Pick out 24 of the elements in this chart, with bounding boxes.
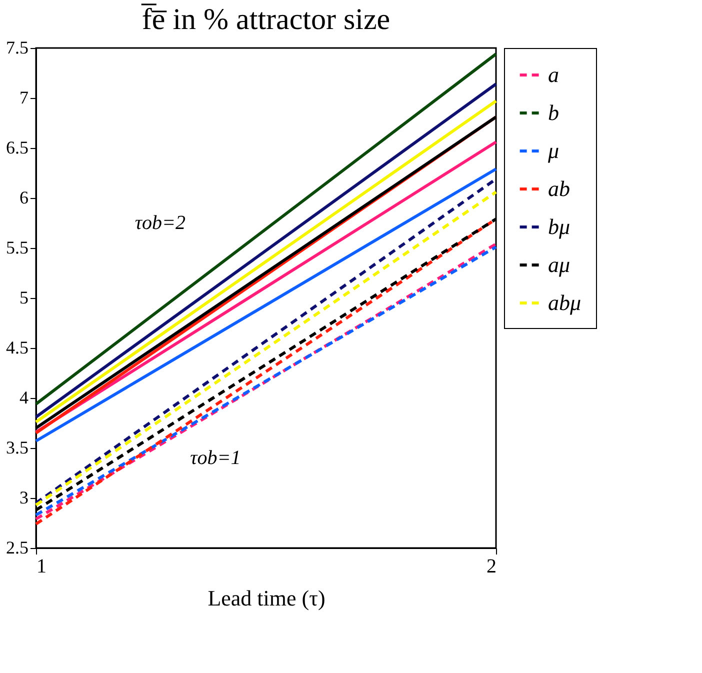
legend-label: aμ: [548, 252, 570, 277]
legend-label: ab: [548, 176, 570, 201]
legend-label: abμ: [548, 290, 582, 315]
y-tick-label: 7.5: [6, 38, 28, 58]
y-tick-label: 2.5: [6, 538, 28, 558]
annotation: τob=2: [134, 212, 186, 234]
y-tick-label: 6: [20, 188, 28, 208]
x-axis-title: Lead time (τ): [208, 586, 326, 610]
y-tick-label: 5: [20, 288, 28, 308]
legend-label: μ: [547, 138, 560, 163]
y-tick-label: 7: [20, 88, 28, 108]
legend-label: b: [548, 100, 559, 125]
y-tick-label: 3.5: [6, 438, 28, 458]
y-tick-label: 3: [20, 488, 28, 508]
y-tick-label: 4: [20, 388, 28, 408]
y-tick-label: 5.5: [6, 238, 28, 258]
legend-label: a: [548, 62, 559, 87]
legend-label: bμ: [548, 214, 570, 239]
x-tick-label: 2: [486, 556, 496, 578]
annotation: τob=1: [190, 447, 241, 469]
y-tick-label: 4.5: [6, 338, 28, 358]
y-tick-label: 6.5: [6, 138, 28, 158]
x-tick-label: 1: [36, 556, 46, 578]
chart-title: f̅e̅ in % attractor size: [140, 3, 390, 36]
